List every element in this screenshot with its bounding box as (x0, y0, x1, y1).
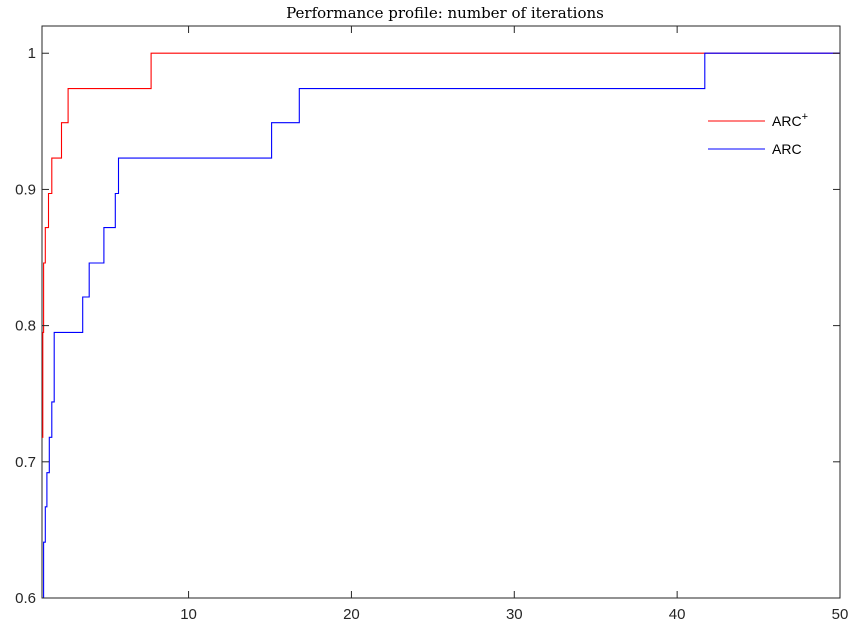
series-line-2 (42, 52, 840, 599)
legend-superscript: + (802, 111, 808, 123)
chart-title: Performance profile: number of iteration… (286, 4, 604, 22)
legend: ARC+ ARC (708, 111, 808, 157)
y-tick-label: 0.7 (15, 454, 36, 471)
series-layer (42, 52, 840, 599)
x-tick-label: 10 (180, 606, 197, 623)
legend-label-1: ARC+ (772, 111, 808, 129)
y-tick-label: 1 (28, 45, 36, 62)
legend-label-2: ARC (772, 141, 802, 157)
y-tick-label: 0.9 (15, 181, 36, 198)
plot-area (41, 25, 841, 599)
x-tick-label: 20 (343, 606, 360, 623)
ticks-layer: 10 20 30 40 50 0.6 0.7 0.8 0.9 1 (15, 26, 848, 623)
y-tick-label: 0.6 (15, 590, 36, 607)
x-tick-label: 30 (506, 606, 523, 623)
axes-box (41, 25, 841, 599)
series-line-1 (42, 52, 840, 438)
y-tick-label: 0.8 (15, 318, 36, 335)
x-tick-label: 40 (669, 606, 686, 623)
x-tick-label: 50 (832, 606, 849, 623)
